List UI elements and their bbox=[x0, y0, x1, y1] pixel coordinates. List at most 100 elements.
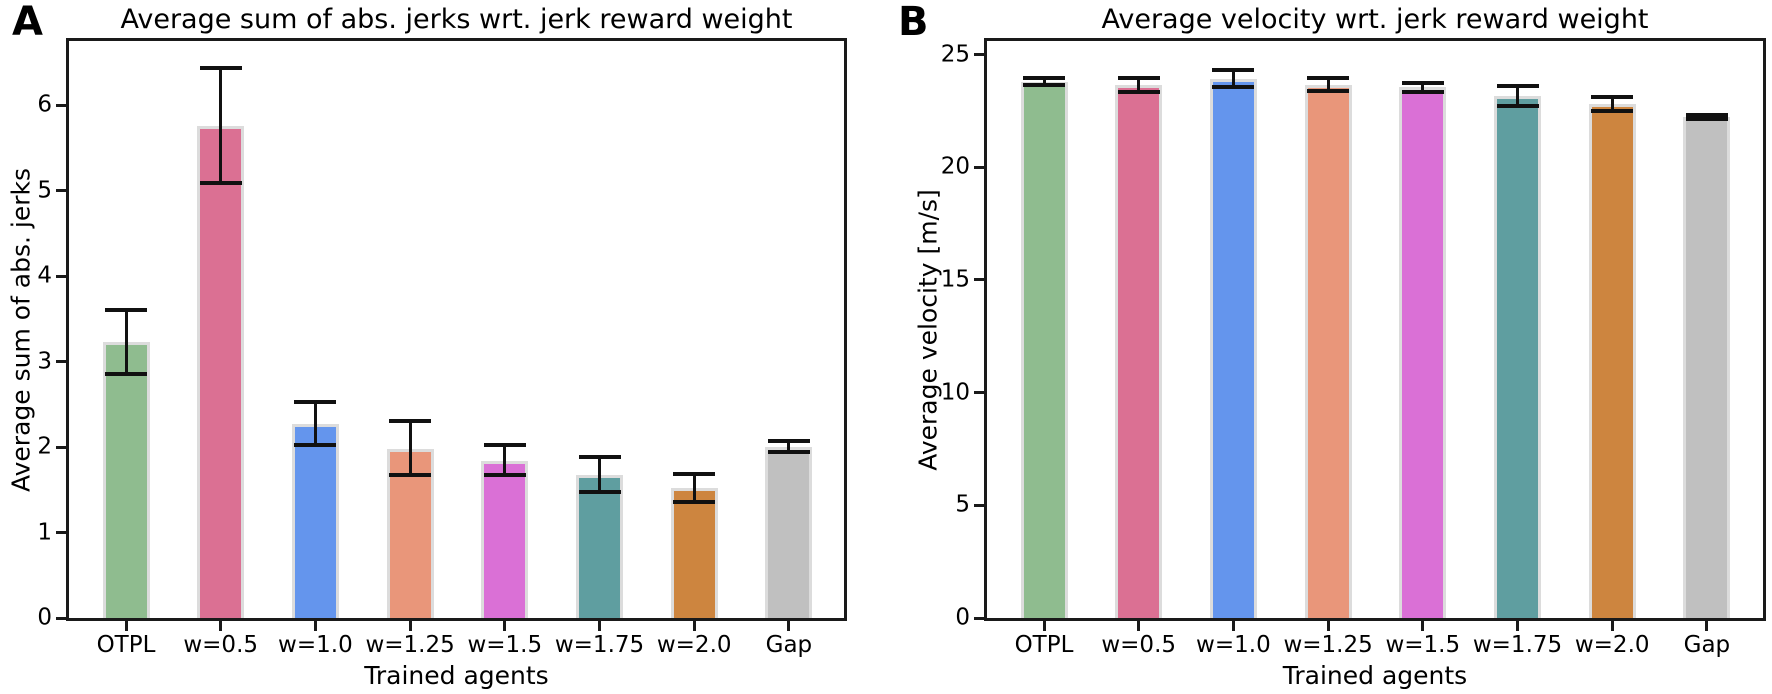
y-tick-mark bbox=[56, 616, 66, 620]
error-bar-cap-bottom bbox=[105, 371, 147, 376]
error-bar-cap-bottom bbox=[483, 473, 526, 478]
error-bar-cap-bottom bbox=[1212, 85, 1255, 90]
bar-w=0.5 bbox=[1115, 84, 1163, 618]
bar-Gap bbox=[1683, 116, 1731, 618]
y-tick-label: 4 bbox=[37, 262, 52, 289]
error-bar-cap-top bbox=[1307, 76, 1350, 81]
x-tick-mark bbox=[1042, 621, 1046, 631]
error-bar-cap-top bbox=[199, 66, 242, 71]
x-tick-mark bbox=[408, 621, 412, 631]
error-bar-cap-bottom bbox=[1023, 82, 1065, 87]
x-tick-label: w=1.75 bbox=[1472, 632, 1563, 658]
error-bar-cap-top bbox=[483, 443, 526, 448]
y-tick-label: 15 bbox=[940, 266, 970, 293]
error-bar-cap-top bbox=[673, 471, 716, 476]
x-tick-mark bbox=[787, 621, 791, 631]
plot-area-a: 0 1 2 3 4 5 6 OTPL w=0.5 w=1.0 w=1.25 w=1.5 w=1.75 w=… bbox=[37, 38, 847, 657]
y-tick-label: 0 bbox=[37, 604, 52, 631]
x-tick-label: w=1.5 bbox=[467, 632, 543, 658]
error-bar-cap-top bbox=[1685, 113, 1728, 118]
x-tick-mark bbox=[1421, 621, 1425, 631]
x-tick-label: OTPL bbox=[1014, 632, 1074, 658]
bar-w=0.5 bbox=[197, 125, 245, 618]
error-bar-cap-bottom bbox=[767, 450, 810, 455]
bar-OTPL bbox=[102, 341, 150, 618]
chart-title-a: Average sum of abs. jerks wrt. jerk rewa… bbox=[120, 4, 793, 35]
y-tick-mark bbox=[56, 189, 66, 193]
bar-w=1.75 bbox=[1494, 96, 1541, 618]
error-bar-cap-top bbox=[1212, 68, 1255, 73]
error-bar-cap-top bbox=[389, 419, 432, 424]
x-tick-label: w=0.5 bbox=[1101, 632, 1177, 658]
error-bar-cap-top bbox=[1401, 80, 1444, 85]
y-tick-label: 3 bbox=[37, 348, 52, 375]
error-bar-line bbox=[787, 441, 791, 453]
y-tick-mark bbox=[974, 53, 984, 57]
bar-w=1.75 bbox=[576, 475, 623, 618]
error-bar-line bbox=[1326, 78, 1330, 91]
error-bar-cap-bottom bbox=[389, 473, 432, 478]
error-bar-line bbox=[692, 473, 696, 502]
error-bar-cap-bottom bbox=[1685, 116, 1728, 121]
y-tick-label: 20 bbox=[940, 153, 970, 180]
error-bar-cap-top bbox=[1591, 95, 1634, 100]
bar-w=2.0 bbox=[670, 488, 718, 618]
x-tick-label: w=1.5 bbox=[1385, 632, 1461, 658]
x-tick-label: w=2.0 bbox=[1574, 632, 1650, 658]
error-bar-line bbox=[1610, 97, 1614, 111]
error-bar-cap-top bbox=[1496, 84, 1539, 89]
y-tick-label: 25 bbox=[940, 41, 970, 68]
error-bar-cap-top bbox=[105, 308, 147, 313]
panel-a: A Average sum of abs. jerks wrt. jerk re… bbox=[7, 0, 847, 690]
error-bar-line bbox=[1421, 82, 1425, 92]
x-tick-label: w=0.5 bbox=[183, 632, 259, 658]
error-bar-cap-bottom bbox=[294, 443, 337, 448]
x-tick-label: Gap bbox=[1683, 632, 1731, 658]
x-tick-mark bbox=[313, 621, 317, 631]
x-tick-mark bbox=[124, 621, 128, 631]
x-tick-label: w=2.0 bbox=[656, 632, 732, 658]
error-bar-cap-top bbox=[767, 439, 810, 444]
error-bar-line bbox=[313, 401, 317, 446]
y-tick-mark bbox=[974, 616, 984, 620]
x-tick-mark bbox=[503, 621, 507, 631]
error-bar-line bbox=[124, 310, 128, 374]
error-bar-cap-top bbox=[294, 399, 337, 404]
error-bar-cap-bottom bbox=[199, 180, 242, 185]
y-tick-label: 5 bbox=[37, 177, 52, 204]
bar-w=1.0 bbox=[291, 423, 339, 618]
error-bar-cap-bottom bbox=[578, 490, 621, 495]
error-bar-cap-bottom bbox=[1401, 89, 1444, 94]
y-tick-mark bbox=[974, 391, 984, 395]
error-bar-cap-bottom bbox=[673, 499, 716, 504]
y-tick-mark bbox=[56, 531, 66, 535]
bar-w=1.0 bbox=[1209, 79, 1257, 618]
error-bar-line bbox=[503, 445, 507, 476]
y-axis-label-b: Average velocity [m/s] bbox=[913, 189, 943, 471]
error-bar-line bbox=[219, 68, 223, 183]
x-tick-label: w=1.0 bbox=[1196, 632, 1271, 658]
plot-area-b: 0 5 10 15 20 25 OTPL w=0.5 w=1.0 w=1.25 w=1.5 w=1.7… bbox=[941, 38, 1766, 657]
y-tick-mark bbox=[974, 165, 984, 169]
panel-letter-b: B bbox=[898, 0, 929, 45]
bar-w=1.5 bbox=[481, 460, 529, 618]
x-tick-label: w=1.25 bbox=[1283, 632, 1373, 658]
x-axis-label-b: Trained agents bbox=[1282, 661, 1468, 690]
error-bar-line bbox=[1231, 70, 1235, 88]
error-bar-line bbox=[1516, 86, 1519, 107]
x-tick-mark bbox=[692, 621, 696, 631]
y-tick-mark bbox=[56, 103, 66, 107]
error-bar-cap-bottom bbox=[1307, 88, 1350, 93]
error-bar-line bbox=[1042, 78, 1046, 85]
y-tick-mark bbox=[56, 360, 66, 364]
error-bar-cap-bottom bbox=[1496, 104, 1539, 109]
y-tick-label: 2 bbox=[37, 433, 52, 460]
bar-OTPL bbox=[1020, 81, 1068, 618]
error-bar-cap-top bbox=[1023, 76, 1065, 81]
y-tick-mark bbox=[974, 503, 984, 507]
x-tick-mark bbox=[1326, 621, 1330, 631]
panel-b: B Average velocity wrt. jerk reward weig… bbox=[886, 0, 1772, 694]
error-bar-cap-top bbox=[1117, 76, 1160, 81]
error-bar-line bbox=[408, 421, 412, 476]
bar-w=1.5 bbox=[1399, 87, 1447, 618]
